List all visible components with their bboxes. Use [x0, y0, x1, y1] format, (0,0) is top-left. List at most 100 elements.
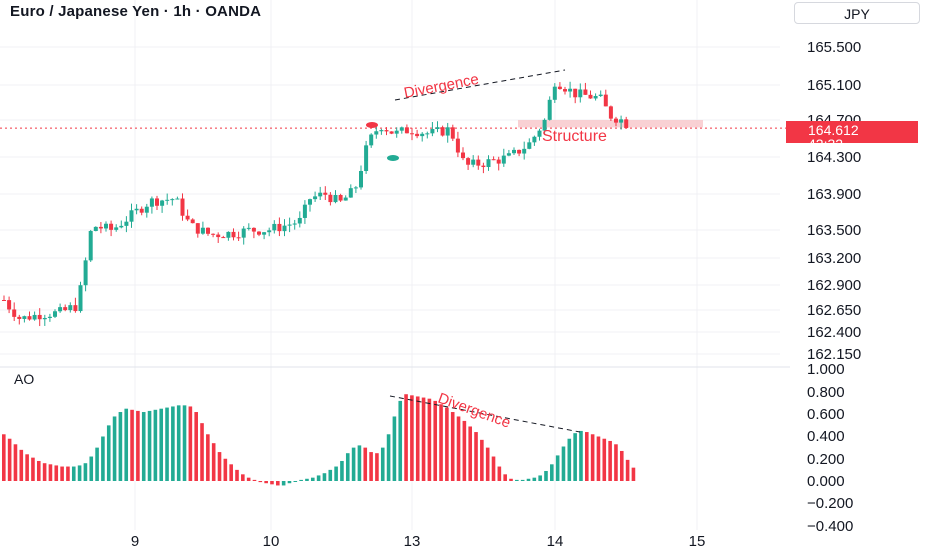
ao-axis[interactable]: 1.000 0.800 0.600 0.400 0.200 0.000 −0.200 −0.4… — [807, 361, 853, 535]
candle-body — [144, 206, 149, 213]
candle-body — [506, 153, 511, 156]
candle-body — [175, 198, 180, 200]
ao-bar — [36, 460, 41, 481]
ao-bar — [270, 481, 274, 485]
candle-body — [440, 127, 445, 136]
ao-bar — [590, 434, 595, 481]
structure-label: Structure — [542, 128, 607, 145]
candle-body — [399, 127, 404, 131]
ao-bar — [246, 477, 251, 481]
candle-body — [93, 226, 98, 231]
ao-bar — [363, 447, 368, 481]
ao-bar — [375, 453, 379, 481]
ao-bar — [328, 469, 333, 481]
ao-tick-label: −0.400 — [807, 518, 853, 535]
price-axis[interactable]: 165.500165.100164.700164.300163.900163.5… — [807, 39, 861, 363]
candle-body — [134, 208, 139, 211]
candle-body — [512, 149, 516, 154]
ao-bar — [31, 457, 35, 481]
ao-bar — [351, 447, 356, 481]
candle-body — [445, 127, 450, 136]
ao-tick-label: 0.800 — [807, 384, 845, 401]
ao-bar — [54, 465, 59, 481]
candle-body — [200, 227, 205, 234]
ao-bar — [299, 479, 303, 481]
ao-bar — [200, 423, 204, 481]
candle-body — [287, 224, 292, 226]
price-tick-label: 165.500 — [807, 39, 861, 56]
candle-body — [88, 230, 93, 261]
ao-bar — [206, 434, 210, 481]
ao-bar — [235, 469, 239, 481]
candle-body — [68, 305, 73, 311]
ao-bar — [316, 475, 321, 481]
candle-body — [557, 86, 562, 90]
candle-body — [532, 136, 537, 143]
candle-body — [83, 260, 88, 286]
structure-zone-rect — [518, 120, 703, 128]
candle-body — [109, 223, 114, 230]
ao-bar — [305, 478, 309, 481]
candle-body — [333, 195, 338, 203]
candle-body — [195, 223, 200, 234]
candle-body — [42, 317, 47, 320]
ao-bar — [421, 397, 426, 481]
candle-body — [415, 133, 420, 137]
candle-body — [430, 129, 435, 134]
ao-tick-label: 1.000 — [807, 361, 845, 378]
ao-bar — [369, 452, 373, 481]
ao-bar — [602, 438, 607, 481]
candle-body — [190, 219, 195, 224]
price-tick-label: 163.500 — [807, 222, 861, 239]
candle-body — [343, 197, 348, 201]
ao-bar — [585, 432, 589, 481]
candle-body — [308, 199, 312, 205]
candle-body — [359, 170, 363, 188]
candlestick-series — [2, 81, 629, 327]
ao-bar — [176, 405, 181, 481]
ao-bar — [608, 440, 612, 481]
ao-bar — [334, 466, 338, 481]
candle-body — [323, 192, 328, 195]
candle-body — [476, 159, 481, 166]
candle-body — [328, 194, 333, 203]
candle-body — [58, 307, 63, 312]
ao-bar — [7, 438, 12, 481]
ao-bar — [410, 395, 414, 481]
candle-body — [527, 142, 532, 149]
ao-tick-label: 0.000 — [807, 473, 845, 490]
ao-bar — [380, 447, 385, 481]
candle-body — [211, 233, 216, 235]
ao-bar — [182, 405, 187, 481]
candle-body — [364, 145, 369, 171]
bar-countdown: 42:32 — [808, 136, 844, 152]
indicator-label[interactable]: AO — [14, 371, 35, 387]
candle-body — [394, 130, 399, 134]
candle-body — [119, 225, 124, 228]
candle-body — [104, 223, 108, 229]
ao-bar — [66, 466, 70, 481]
ao-bar — [217, 452, 222, 481]
time-tick-label: 15 — [689, 533, 706, 550]
ao-bar — [520, 479, 525, 481]
candle-body — [318, 192, 323, 197]
time-axis[interactable]: 9 10 13 14 15 — [131, 533, 706, 550]
price-tick-label: 165.100 — [807, 77, 861, 94]
candle-body — [7, 300, 12, 310]
currency-button[interactable]: JPY — [794, 2, 920, 24]
ao-tick-label: −0.200 — [807, 495, 853, 512]
ao-bar — [2, 434, 6, 481]
swing-low-marker — [387, 155, 399, 161]
ao-bar — [89, 456, 94, 481]
ao-bar — [386, 434, 391, 481]
ao-bar — [392, 416, 397, 481]
ao-bar — [71, 466, 76, 481]
ao-bar — [118, 412, 123, 481]
candle-body — [384, 130, 389, 132]
ao-bar — [526, 478, 531, 481]
ao-bar — [287, 481, 292, 484]
candle-body — [542, 119, 547, 131]
candle-body — [486, 159, 491, 168]
ao-bar — [357, 445, 362, 481]
